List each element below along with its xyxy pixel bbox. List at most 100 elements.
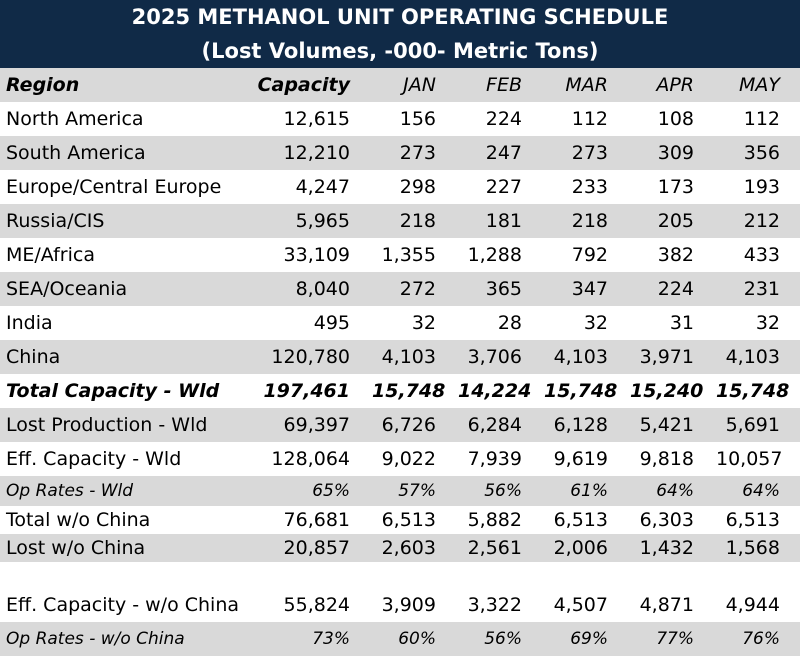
jan-cell: 9,022	[368, 442, 454, 476]
apr-cell: 382	[626, 238, 712, 272]
table-row: Europe/Central Europe 4,247 298 227 233 173 19…	[0, 170, 800, 204]
jan-cell: 57%	[368, 476, 454, 506]
apr-cell: 77%	[626, 622, 712, 656]
mar-cell: 9,619	[540, 442, 626, 476]
col-header-feb: FEB	[454, 68, 540, 102]
apr-cell: 31	[626, 306, 712, 340]
feb-cell: 56%	[454, 622, 540, 656]
jan-cell: 6,513	[368, 506, 454, 534]
row-label: Total Capacity - Wld	[0, 374, 250, 408]
may-cell: 76%	[712, 622, 800, 656]
row-label: South America	[0, 136, 250, 170]
may-cell: 1,568	[712, 534, 800, 562]
capacity-cell: 65%	[250, 476, 368, 506]
jan-cell: 2,603	[368, 534, 454, 562]
feb-cell: 6,284	[454, 408, 540, 442]
jan-cell: 3,909	[368, 588, 454, 622]
capacity-cell: 33,109	[250, 238, 368, 272]
apr-cell: 224	[626, 272, 712, 306]
mar-cell: 347	[540, 272, 626, 306]
mar-cell: 792	[540, 238, 626, 272]
col-header-capacity: Capacity	[250, 68, 368, 102]
capacity-cell: 20,857	[250, 534, 368, 562]
mar-cell: 4,507	[540, 588, 626, 622]
may-cell: 10,057	[712, 442, 800, 476]
may-cell: 5,691	[712, 408, 800, 442]
feb-cell: 56%	[454, 476, 540, 506]
capacity-cell: 120,780	[250, 340, 368, 374]
table-row: SEA/Oceania 8,040 272 365 347 224 231	[0, 272, 800, 306]
may-cell: 15,748	[712, 374, 800, 408]
row-label: Eff. Capacity - w/o China	[0, 588, 250, 622]
apr-cell: 15,240	[626, 374, 712, 408]
may-cell: 6,513	[712, 506, 800, 534]
row-label: SEA/Oceania	[0, 272, 250, 306]
table-row: India 495 32 28 32 31 32	[0, 306, 800, 340]
row-label: China	[0, 340, 250, 374]
jan-cell: 32	[368, 306, 454, 340]
apr-cell: 1,432	[626, 534, 712, 562]
capacity-cell: 55,824	[250, 588, 368, 622]
table-row: Total w/o China 76,681 6,513 5,882 6,513 6,30…	[0, 506, 800, 534]
table-row: Lost w/o China 20,857 2,603 2,561 2,006 1,432…	[0, 534, 800, 562]
capacity-cell: 12,210	[250, 136, 368, 170]
mar-cell: 6,128	[540, 408, 626, 442]
header-row: Region Capacity JAN FEB MAR APR MAY	[0, 68, 800, 102]
row-label: Lost w/o China	[0, 534, 250, 562]
mar-cell: 6,513	[540, 506, 626, 534]
mar-cell: 112	[540, 102, 626, 136]
may-cell: 64%	[712, 476, 800, 506]
may-cell: 212	[712, 204, 800, 238]
table-row: Eff. Capacity - w/o China 55,824 3,909 3,32…	[0, 588, 800, 622]
mar-cell: 61%	[540, 476, 626, 506]
jan-cell: 4,103	[368, 340, 454, 374]
capacity-cell: 495	[250, 306, 368, 340]
feb-cell: 181	[454, 204, 540, 238]
may-cell: 356	[712, 136, 800, 170]
apr-cell: 9,818	[626, 442, 712, 476]
table-title: 2025 METHANOL UNIT OPERATING SCHEDULE (L…	[0, 0, 800, 68]
mar-cell: 4,103	[540, 340, 626, 374]
may-cell: 433	[712, 238, 800, 272]
row-label: Op Rates - Wld	[0, 476, 250, 506]
col-header-mar: MAR	[540, 68, 626, 102]
feb-cell: 365	[454, 272, 540, 306]
table-row: Eff. Capacity - Wld 128,064 9,022 7,939 9,61…	[0, 442, 800, 476]
capacity-cell: 12,615	[250, 102, 368, 136]
table-row: North America 12,615 156 224 112 108 112	[0, 102, 800, 136]
title-line-2: (Lost Volumes, -000- Metric Tons)	[201, 39, 599, 63]
mar-cell: 15,748	[540, 374, 626, 408]
may-cell: 231	[712, 272, 800, 306]
row-label: Op Rates - w/o China	[0, 622, 250, 656]
feb-cell: 3,706	[454, 340, 540, 374]
apr-cell: 5,421	[626, 408, 712, 442]
capacity-cell: 4,247	[250, 170, 368, 204]
row-label: Russia/CIS	[0, 204, 250, 238]
jan-cell: 156	[368, 102, 454, 136]
jan-cell: 15,748	[368, 374, 454, 408]
apr-cell: 173	[626, 170, 712, 204]
capacity-cell: 197,461	[250, 374, 368, 408]
feb-cell: 227	[454, 170, 540, 204]
apr-cell: 3,971	[626, 340, 712, 374]
may-cell: 112	[712, 102, 800, 136]
may-cell: 4,944	[712, 588, 800, 622]
feb-cell: 2,561	[454, 534, 540, 562]
feb-cell: 224	[454, 102, 540, 136]
apr-cell: 205	[626, 204, 712, 238]
row-label: Total w/o China	[0, 506, 250, 534]
jan-cell: 1,355	[368, 238, 454, 272]
row-label: ME/Africa	[0, 238, 250, 272]
capacity-cell: 73%	[250, 622, 368, 656]
feb-cell: 247	[454, 136, 540, 170]
row-label: India	[0, 306, 250, 340]
feb-cell: 1,288	[454, 238, 540, 272]
jan-cell: 273	[368, 136, 454, 170]
row-label: Eff. Capacity - Wld	[0, 442, 250, 476]
mar-cell: 233	[540, 170, 626, 204]
feb-cell: 3,322	[454, 588, 540, 622]
feb-cell: 14,224	[454, 374, 540, 408]
table-row: Total Capacity - Wld 197,461 15,748 14,224 1…	[0, 374, 800, 408]
table-row: Russia/CIS 5,965 218 181 218 205 212	[0, 204, 800, 238]
jan-cell: 6,726	[368, 408, 454, 442]
